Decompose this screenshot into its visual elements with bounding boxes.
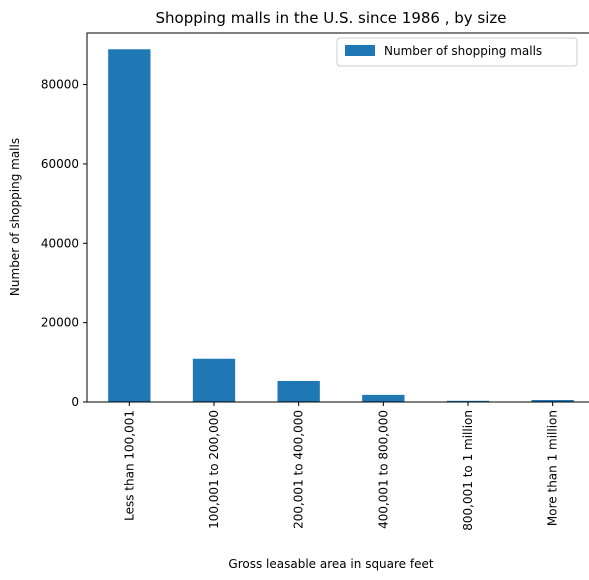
y-tick-label-3: 60000 <box>41 157 79 171</box>
x-tick-label-3: 400,001 to 800,000 <box>376 410 390 529</box>
bar-3 <box>362 394 405 402</box>
plot-frame <box>86 32 589 403</box>
bar-4 <box>446 400 490 402</box>
legend-frame <box>336 37 578 67</box>
x-tick-label-1: 100,001 to 200,000 <box>207 410 221 529</box>
bar-5 <box>531 400 574 402</box>
bar-2 <box>277 380 320 402</box>
bar-1 <box>192 358 236 402</box>
legend-label: Number of shopping malls <box>384 44 542 58</box>
y-axis: 0 20000 40000 60000 80000 <box>41 78 87 409</box>
x-tick-label-4: 800,001 to 1 million <box>461 410 475 531</box>
x-tick-label-2: 200,001 to 400,000 <box>292 410 306 529</box>
y-tick-label-2: 40000 <box>41 236 79 250</box>
chart-title: Shopping malls in the U.S. since 1986 , … <box>155 9 506 27</box>
y-tick-label-0: 0 <box>71 395 79 409</box>
legend-swatch <box>345 45 375 56</box>
bar-0 <box>108 49 151 403</box>
x-tick-label-5: More than 1 million <box>546 410 560 526</box>
x-axis: Less than 100,001 100,001 to 200,000 200,0… <box>122 402 560 531</box>
x-axis-label: Gross leasable area in square feet <box>228 557 433 571</box>
legend: Number of shopping malls <box>336 37 578 67</box>
y-tick-label-4: 80000 <box>41 78 79 92</box>
x-tick-label-0: Less than 100,001 <box>122 410 136 521</box>
y-axis-label: Number of shopping malls <box>8 138 22 296</box>
y-tick-label-1: 20000 <box>41 316 79 330</box>
bars <box>108 49 574 403</box>
